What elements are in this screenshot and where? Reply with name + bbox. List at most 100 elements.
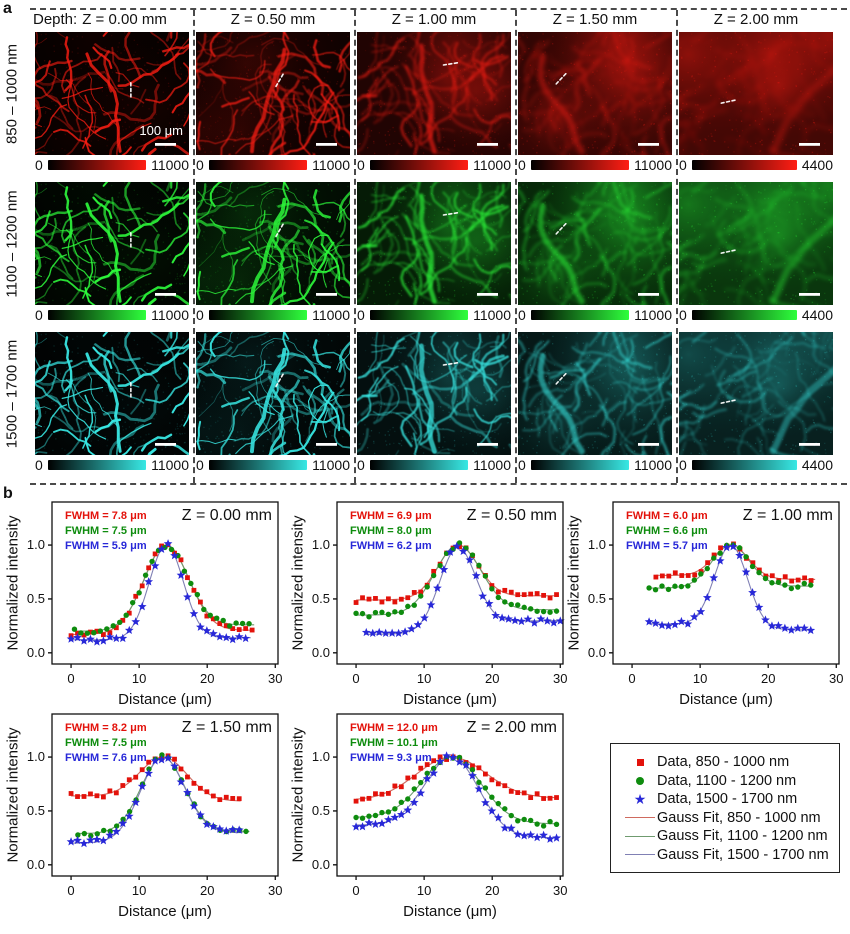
- legend-fit-line-icon: [625, 817, 655, 819]
- fwhm-annotation: FWHM = 6.9 μm: [350, 510, 432, 522]
- fwhm-annotation: FWHM = 7.6 μm: [65, 752, 147, 764]
- x-axis-label: Distance (μm): [118, 691, 212, 708]
- x-tick-label: 30: [553, 883, 568, 898]
- y-tick-label: 0.5: [587, 590, 606, 606]
- micrograph-1500–1700nm-Z=0.50mm: [196, 332, 350, 455]
- fwhm-annotation: FWHM = 6.6 μm: [626, 525, 708, 537]
- legend-fit-line-icon: [625, 854, 655, 856]
- y-tick-label: 1.0: [311, 537, 330, 553]
- colorbar-gradient: [369, 310, 469, 320]
- x-tick-label: 20: [760, 671, 776, 686]
- x-tick-label: 30: [553, 671, 568, 686]
- plot-canvas: [46, 500, 284, 676]
- micrograph-850–1000nm-Z=0.00mm: [35, 32, 189, 155]
- colorbar-gradient: [47, 160, 147, 170]
- y-tick-label: 0.5: [26, 802, 45, 818]
- column-separator-dashed-line: [514, 10, 517, 483]
- x-axis-label: Distance (μm): [403, 691, 497, 708]
- colorbar: 0 11000: [518, 457, 672, 473]
- colorbar: 0 11000: [196, 307, 350, 323]
- colorbar-gradient: [530, 310, 630, 320]
- y-tick-label: 0.0: [26, 644, 45, 660]
- micrograph-cell: [196, 32, 350, 155]
- x-tick-label: 30: [268, 883, 283, 898]
- legend-marker: [623, 758, 657, 766]
- fwhm-annotation: FWHM = 10.1 μm: [350, 737, 438, 749]
- y-axis-label: Normalized intensity: [565, 515, 583, 651]
- wavelength-band-label: 850 – 1000 nm: [3, 43, 21, 144]
- colorbar-max-label: 11000: [473, 307, 511, 323]
- legend-square-marker-icon: [636, 758, 644, 766]
- column-header: Z = 2.00 mm: [713, 11, 799, 28]
- micrograph-1100–1200nm-Z=1.50mm: [518, 182, 672, 305]
- colorbar-max-label: 11000: [151, 157, 189, 173]
- micrograph-cell: [357, 32, 511, 155]
- column-separator-dashed-line: [353, 10, 356, 483]
- micrograph-1500–1700nm-Z=1.50mm: [518, 332, 672, 455]
- colorbar-max-label: 4400: [801, 457, 833, 473]
- depth-prefix-label: Depth:: [33, 11, 78, 28]
- micrograph-cell: [518, 332, 672, 455]
- micrograph-850–1000nm-Z=2.00mm: [679, 32, 833, 155]
- legend-marker: [623, 835, 657, 837]
- legend-label: Gauss Fit, 850 - 1000 nm: [657, 809, 821, 826]
- legend-marker: [623, 854, 657, 856]
- colorbar-min-label: 0: [518, 307, 526, 323]
- micrograph-cell: [679, 182, 833, 305]
- colorbar-min-label: 0: [679, 457, 687, 473]
- y-tick-label: 1.0: [26, 749, 45, 765]
- panel-a-label: a: [3, 0, 12, 17]
- y-tick-label: 0.0: [311, 856, 330, 872]
- micrograph-cell: [679, 32, 833, 155]
- legend-entry: Data, 850 - 1000 nm: [623, 753, 829, 772]
- legend-fit-line-icon: [625, 835, 655, 837]
- colorbar-max-label: 11000: [151, 457, 189, 473]
- colorbar-min-label: 0: [357, 157, 365, 173]
- x-tick-label: 30: [268, 671, 283, 686]
- fwhm-annotation: FWHM = 8.2 μm: [65, 722, 147, 734]
- fwhm-annotation: FWHM = 12.0 μm: [350, 722, 438, 734]
- colorbar-max-label: 4400: [801, 307, 833, 323]
- legend-label: Gauss Fit, 1100 - 1200 nm: [657, 828, 828, 845]
- panel-b-label: b: [3, 485, 13, 502]
- colorbar-min-label: 0: [196, 457, 204, 473]
- column-header: Z = 1.50 mm: [552, 11, 638, 28]
- micrograph-1100–1200nm-Z=1.00mm: [357, 182, 511, 305]
- fwhm-annotation: FWHM = 7.5 μm: [65, 737, 147, 749]
- colorbar-max-label: 11000: [473, 157, 511, 173]
- colorbar-max-label: 11000: [312, 457, 350, 473]
- colorbar-max-label: 11000: [312, 307, 350, 323]
- micrograph-cell: [357, 332, 511, 455]
- scale-bar-label: 100 μm: [139, 123, 183, 138]
- colorbar: 0 4400: [679, 307, 833, 323]
- x-tick-label: 0: [67, 671, 75, 686]
- y-tick-label: 0.5: [26, 590, 45, 606]
- column-separator-dashed-line: [192, 10, 195, 483]
- y-tick-label: 0.5: [311, 802, 330, 818]
- colorbar-gradient: [691, 460, 797, 470]
- column-separator-dashed-line: [675, 10, 678, 483]
- x-tick-label: 20: [484, 883, 500, 898]
- legend-entry: Gauss Fit, 1500 - 1700 nm: [623, 846, 829, 865]
- x-tick-label: 0: [67, 883, 75, 898]
- micrograph-850–1000nm-Z=1.50mm: [518, 32, 672, 155]
- plot-legend: Data, 850 - 1000 nm Data, 1100 - 1200 nm ★…: [610, 743, 840, 873]
- micrograph-cell: 100 μm: [35, 32, 189, 155]
- profile-plot-Z=0.00mm: Z = 0.00 mm FWHM = 7.8 μm FWHM = 7.5 μm FWH…: [0, 486, 296, 722]
- y-tick-label: 1.0: [26, 537, 45, 553]
- wavelength-band-label: 1100 – 1200 nm: [3, 189, 21, 298]
- colorbar: 0 11000: [357, 157, 511, 173]
- column-header-depth-0.00: Depth: Z = 0.00 mm: [33, 11, 167, 28]
- legend-label: Gauss Fit, 1500 - 1700 nm: [657, 846, 829, 863]
- colorbar-gradient: [208, 310, 308, 320]
- colorbar-min-label: 0: [679, 307, 687, 323]
- legend-label: Data, 1500 - 1700 nm: [657, 791, 798, 808]
- fwhm-annotation: FWHM = 5.7 μm: [626, 540, 708, 552]
- y-axis-label: Normalized intensity: [289, 515, 307, 651]
- micrograph-cell: [518, 182, 672, 305]
- y-tick-label: 1.0: [311, 749, 330, 765]
- colorbar-max-label: 11000: [634, 457, 672, 473]
- colorbar: 0 11000: [357, 457, 511, 473]
- x-tick-label: 10: [131, 671, 147, 686]
- colorbar-gradient: [208, 460, 308, 470]
